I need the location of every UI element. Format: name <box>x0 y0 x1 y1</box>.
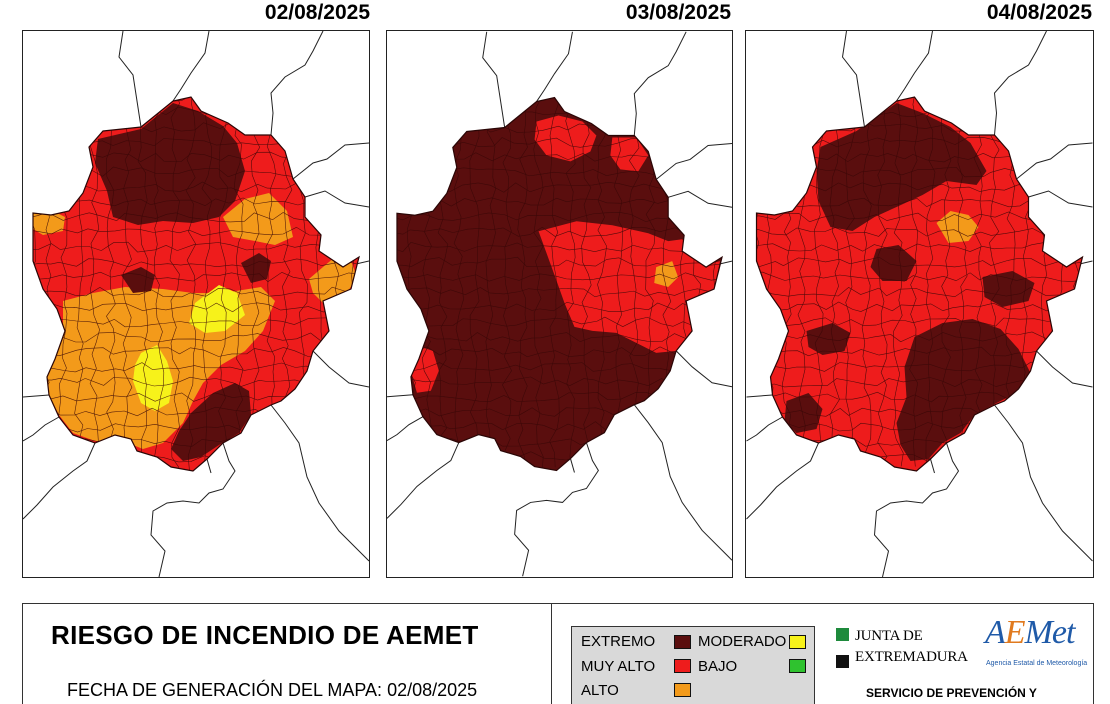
footer-frame <box>22 603 1094 704</box>
legend-label-alto: ALTO <box>581 682 619 699</box>
region-fill <box>756 97 1083 471</box>
map-panel-2 <box>386 30 733 578</box>
aemet-subtitle: Agencia Estatal de Meteorología <box>986 660 1088 667</box>
region-outline <box>755 96 1084 472</box>
fire-risk-map-2 <box>387 31 732 577</box>
junta-line-2: EXTREMADURA <box>855 649 968 665</box>
region-outline <box>32 96 360 472</box>
map-panel-3 <box>745 30 1094 578</box>
aemet-logo-a: A <box>985 614 1006 651</box>
legend-swatch-alto <box>674 683 691 697</box>
junta-black-square <box>836 655 849 668</box>
region-fill <box>33 97 359 471</box>
fire-risk-map-3 <box>746 31 1093 577</box>
aemet-logo-e: E <box>1004 614 1026 651</box>
generation-date: FECHA DE GENERACIÓN DEL MAPA: 02/08/2025 <box>67 680 478 700</box>
map-date-3: 04/08/2025 <box>986 1 1092 24</box>
footer-title: RIESGO DE INCENDIO DE AEMET <box>51 620 479 650</box>
legend-swatch-muy-alto <box>674 659 691 673</box>
aemet-logo: AEMet <box>985 614 1076 652</box>
aemet-logo-rest: Met <box>1024 614 1076 651</box>
legend-swatch-moderado <box>789 635 806 649</box>
legend-swatch-bajo <box>789 659 806 673</box>
legend-label-bajo: BAJO <box>698 658 738 675</box>
province-boundaries <box>387 31 732 577</box>
junta-green-square <box>836 628 849 641</box>
legend-label-extremo: EXTREMO <box>581 633 656 650</box>
fire-risk-map-1 <box>23 31 369 577</box>
legend-swatch-extremo <box>674 635 691 649</box>
legend-label-moderado: MODERADO <box>698 633 787 650</box>
legend-label-muy-alto: MUY ALTO <box>581 658 656 675</box>
map-date-2: 03/08/2025 <box>625 1 731 24</box>
region-outline <box>396 96 723 472</box>
legend: EXTREMO MUY ALTO ALTO MODERADO BAJO <box>571 626 815 704</box>
footer-divider <box>551 603 552 704</box>
junta-line-1: JUNTA DE <box>855 628 923 644</box>
region-fill <box>396 97 723 471</box>
map-date-1: 02/08/2025 <box>264 1 370 24</box>
map-panel-1 <box>22 30 370 578</box>
servicio-text: SERVICIO DE PREVENCIÓN Y <box>866 686 1037 700</box>
